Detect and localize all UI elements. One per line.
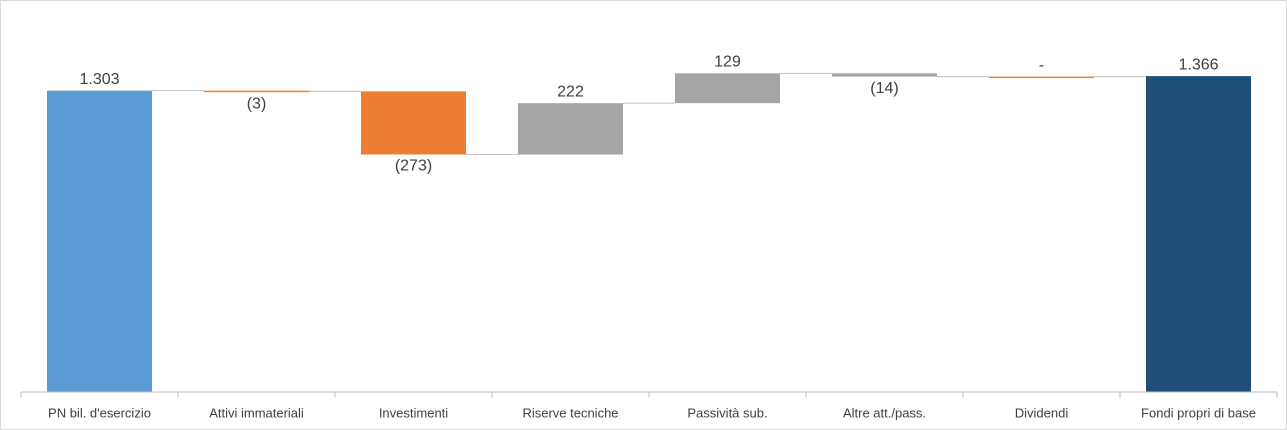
bar [47,90,152,393]
x-tick-label: Altre att./pass. [843,405,926,420]
bar [518,103,623,155]
x-tick-label: Fondi propri di base [1141,405,1256,420]
bar [361,91,466,155]
x-tick-label: Dividendi [1015,405,1069,420]
x-tick-label: Attivi immateriali [209,405,304,420]
bar [989,76,1094,79]
bar [675,73,780,104]
value-label: 129 [714,54,741,71]
x-tick-label: Riserve tecniche [522,405,618,420]
bar [832,73,937,77]
x-tick-label: Investimenti [379,405,448,420]
value-label: (14) [870,80,898,97]
value-label: 222 [557,83,584,100]
x-tick-label: PN bil. d'esercizio [48,405,151,420]
value-label: (273) [395,158,432,175]
value-label: 1.303 [79,71,119,88]
value-label: 1.366 [1178,56,1218,73]
bar [204,90,309,93]
value-label: (3) [247,95,267,112]
value-label: - [1039,57,1044,74]
x-tick-label: Passività sub. [687,405,767,420]
bar [1146,76,1251,393]
